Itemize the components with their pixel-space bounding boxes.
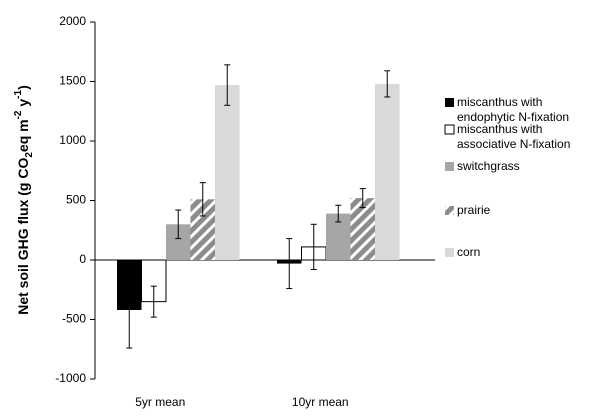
- legend-swatch: [445, 98, 454, 107]
- x-tick-label: 5yr mean: [135, 395, 185, 409]
- legend-swatch: [445, 248, 454, 257]
- legend-swatch: [444, 124, 455, 135]
- y-axis-label-part: eq m: [15, 119, 31, 152]
- y-tick-label: 0: [79, 252, 86, 266]
- y-axis-label-part: -1: [13, 89, 24, 98]
- bar: [375, 83, 400, 260]
- legend-swatch: [445, 162, 454, 171]
- legend-swatch: [445, 206, 454, 215]
- bar: [350, 198, 375, 260]
- legend-label: switchgrass: [457, 159, 520, 173]
- y-tick-label: 500: [66, 193, 86, 207]
- y-axis-label-part: Net soil GHG flux (g CO: [15, 158, 31, 315]
- legend-label: prairie: [457, 203, 491, 217]
- y-axis-label-part: -2: [13, 110, 24, 119]
- y-axis-label-part: y: [15, 99, 31, 111]
- x-tick-label: 10yr mean: [292, 395, 349, 409]
- y-tick-label: 1500: [59, 74, 86, 88]
- y-axis-label-part: 2: [24, 152, 35, 158]
- y-axis-label-part: ): [15, 85, 31, 90]
- y-tick-label: 2000: [59, 14, 86, 28]
- y-tick-label: 1000: [59, 133, 86, 147]
- y-axis-label: Net soil GHG flux (g CO2eq m-2 y-1): [13, 85, 35, 315]
- legend-label: corn: [457, 245, 480, 259]
- legend-label: miscanthus with endophytic N-fixation: [457, 95, 569, 124]
- y-tick-label: -1000: [55, 371, 86, 385]
- legend-label: miscanthus with associative N-fixation: [457, 122, 570, 151]
- bar: [215, 85, 240, 260]
- y-tick-label: -500: [62, 312, 86, 326]
